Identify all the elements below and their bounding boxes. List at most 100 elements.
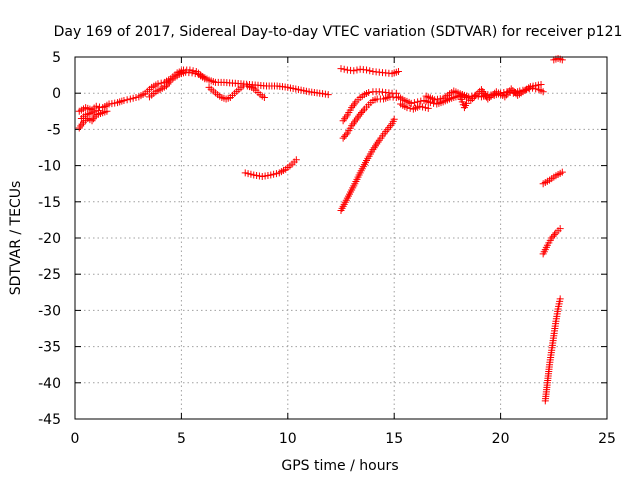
x-tick-label: 20: [492, 431, 510, 447]
y-tick-label: -30: [38, 303, 61, 319]
data-point: [390, 115, 398, 123]
data-point: [519, 88, 527, 96]
data-point: [90, 107, 98, 115]
y-tick-label: -35: [38, 340, 61, 356]
data-point: [120, 96, 128, 104]
data-marks: [75, 54, 566, 405]
data-point: [340, 65, 348, 73]
data-point: [339, 134, 347, 142]
data-point: [556, 225, 564, 233]
x-tick-label: 5: [177, 431, 186, 447]
data-point: [365, 88, 373, 96]
data-point: [470, 93, 478, 101]
x-axis-label: GPS time / hours: [281, 458, 398, 474]
chart-title: Day 169 of 2017, Sidereal Day-to-day VTE…: [54, 24, 623, 40]
data-point: [419, 103, 427, 111]
data-point: [191, 70, 199, 78]
data-point: [94, 107, 102, 115]
data-point: [514, 91, 522, 99]
x-tick-label: 10: [279, 431, 297, 447]
data-point: [324, 91, 332, 99]
data-point: [469, 95, 477, 103]
y-tick-label: -40: [38, 376, 61, 392]
data-point: [515, 90, 523, 98]
data-point: [358, 109, 366, 117]
data-point: [272, 170, 280, 178]
y-tick-label: 0: [52, 86, 61, 102]
data-point: [537, 81, 545, 89]
tick-labels: 0 5 10 15 20 25 5 0 -5 -10 -15 -20 -25 -30 -35 -40 -45: [38, 50, 616, 447]
data-point: [260, 94, 268, 102]
data-point: [356, 110, 364, 118]
data-point: [132, 94, 140, 102]
data-point: [394, 67, 402, 75]
data-point: [551, 231, 559, 239]
x-tick-label: 25: [598, 431, 616, 447]
y-axis-label: SDTVAR / TECUs: [8, 181, 24, 296]
data-point: [523, 85, 531, 93]
data-point: [123, 96, 131, 104]
data-point: [549, 232, 557, 240]
plot-frame: [74, 56, 608, 420]
data-point: [558, 168, 566, 176]
data-point: [103, 107, 111, 115]
data-point: [463, 99, 471, 107]
data-point: [507, 85, 515, 93]
x-tick-label: 15: [385, 431, 403, 447]
data-point: [510, 88, 518, 96]
data-point: [556, 295, 564, 303]
y-tick-label: 5: [52, 50, 61, 66]
data-point: [489, 91, 497, 99]
data-point: [403, 104, 411, 112]
data-point: [337, 65, 345, 73]
data-point: [416, 102, 424, 110]
data-point: [486, 94, 494, 102]
data-point: [342, 131, 350, 139]
data-point: [154, 80, 162, 88]
data-point: [92, 102, 100, 110]
data-point: [474, 89, 482, 97]
y-tick-label: -5: [47, 122, 61, 138]
data-point: [341, 132, 349, 140]
data-point: [157, 79, 165, 87]
data-point: [467, 96, 475, 104]
data-point: [472, 91, 480, 99]
data-point: [484, 95, 492, 103]
data-point: [487, 92, 495, 100]
data-point: [350, 67, 358, 75]
data-point: [366, 67, 374, 75]
data-point: [292, 156, 300, 164]
data-point: [126, 95, 134, 103]
data-point: [201, 75, 209, 83]
y-tick-label: -15: [38, 195, 61, 211]
data-point: [244, 170, 252, 178]
data-point: [241, 169, 249, 177]
data-point: [188, 69, 196, 77]
data-point: [421, 104, 429, 112]
y-tick-label: -10: [38, 159, 61, 175]
y-tick-label: -45: [38, 412, 61, 428]
data-point: [353, 66, 361, 74]
y-tick-label: -25: [38, 267, 61, 283]
data-point: [517, 89, 525, 97]
data-point: [539, 88, 547, 96]
data-point: [129, 94, 137, 102]
x-tick-label: 0: [71, 431, 80, 447]
data-point: [458, 98, 466, 106]
data-point: [548, 234, 556, 242]
data-point: [363, 66, 371, 74]
grid: [75, 57, 607, 419]
data-point: [247, 170, 255, 178]
data-point: [525, 84, 533, 92]
data-point: [407, 99, 415, 107]
data-point: [521, 86, 529, 94]
data-point: [410, 99, 418, 107]
data-point: [267, 171, 275, 179]
data-point: [558, 56, 566, 64]
data-point: [509, 86, 517, 94]
data-point: [424, 104, 432, 112]
y-tick-label: -20: [38, 231, 61, 247]
data-point: [270, 170, 278, 178]
data-point: [359, 107, 367, 115]
